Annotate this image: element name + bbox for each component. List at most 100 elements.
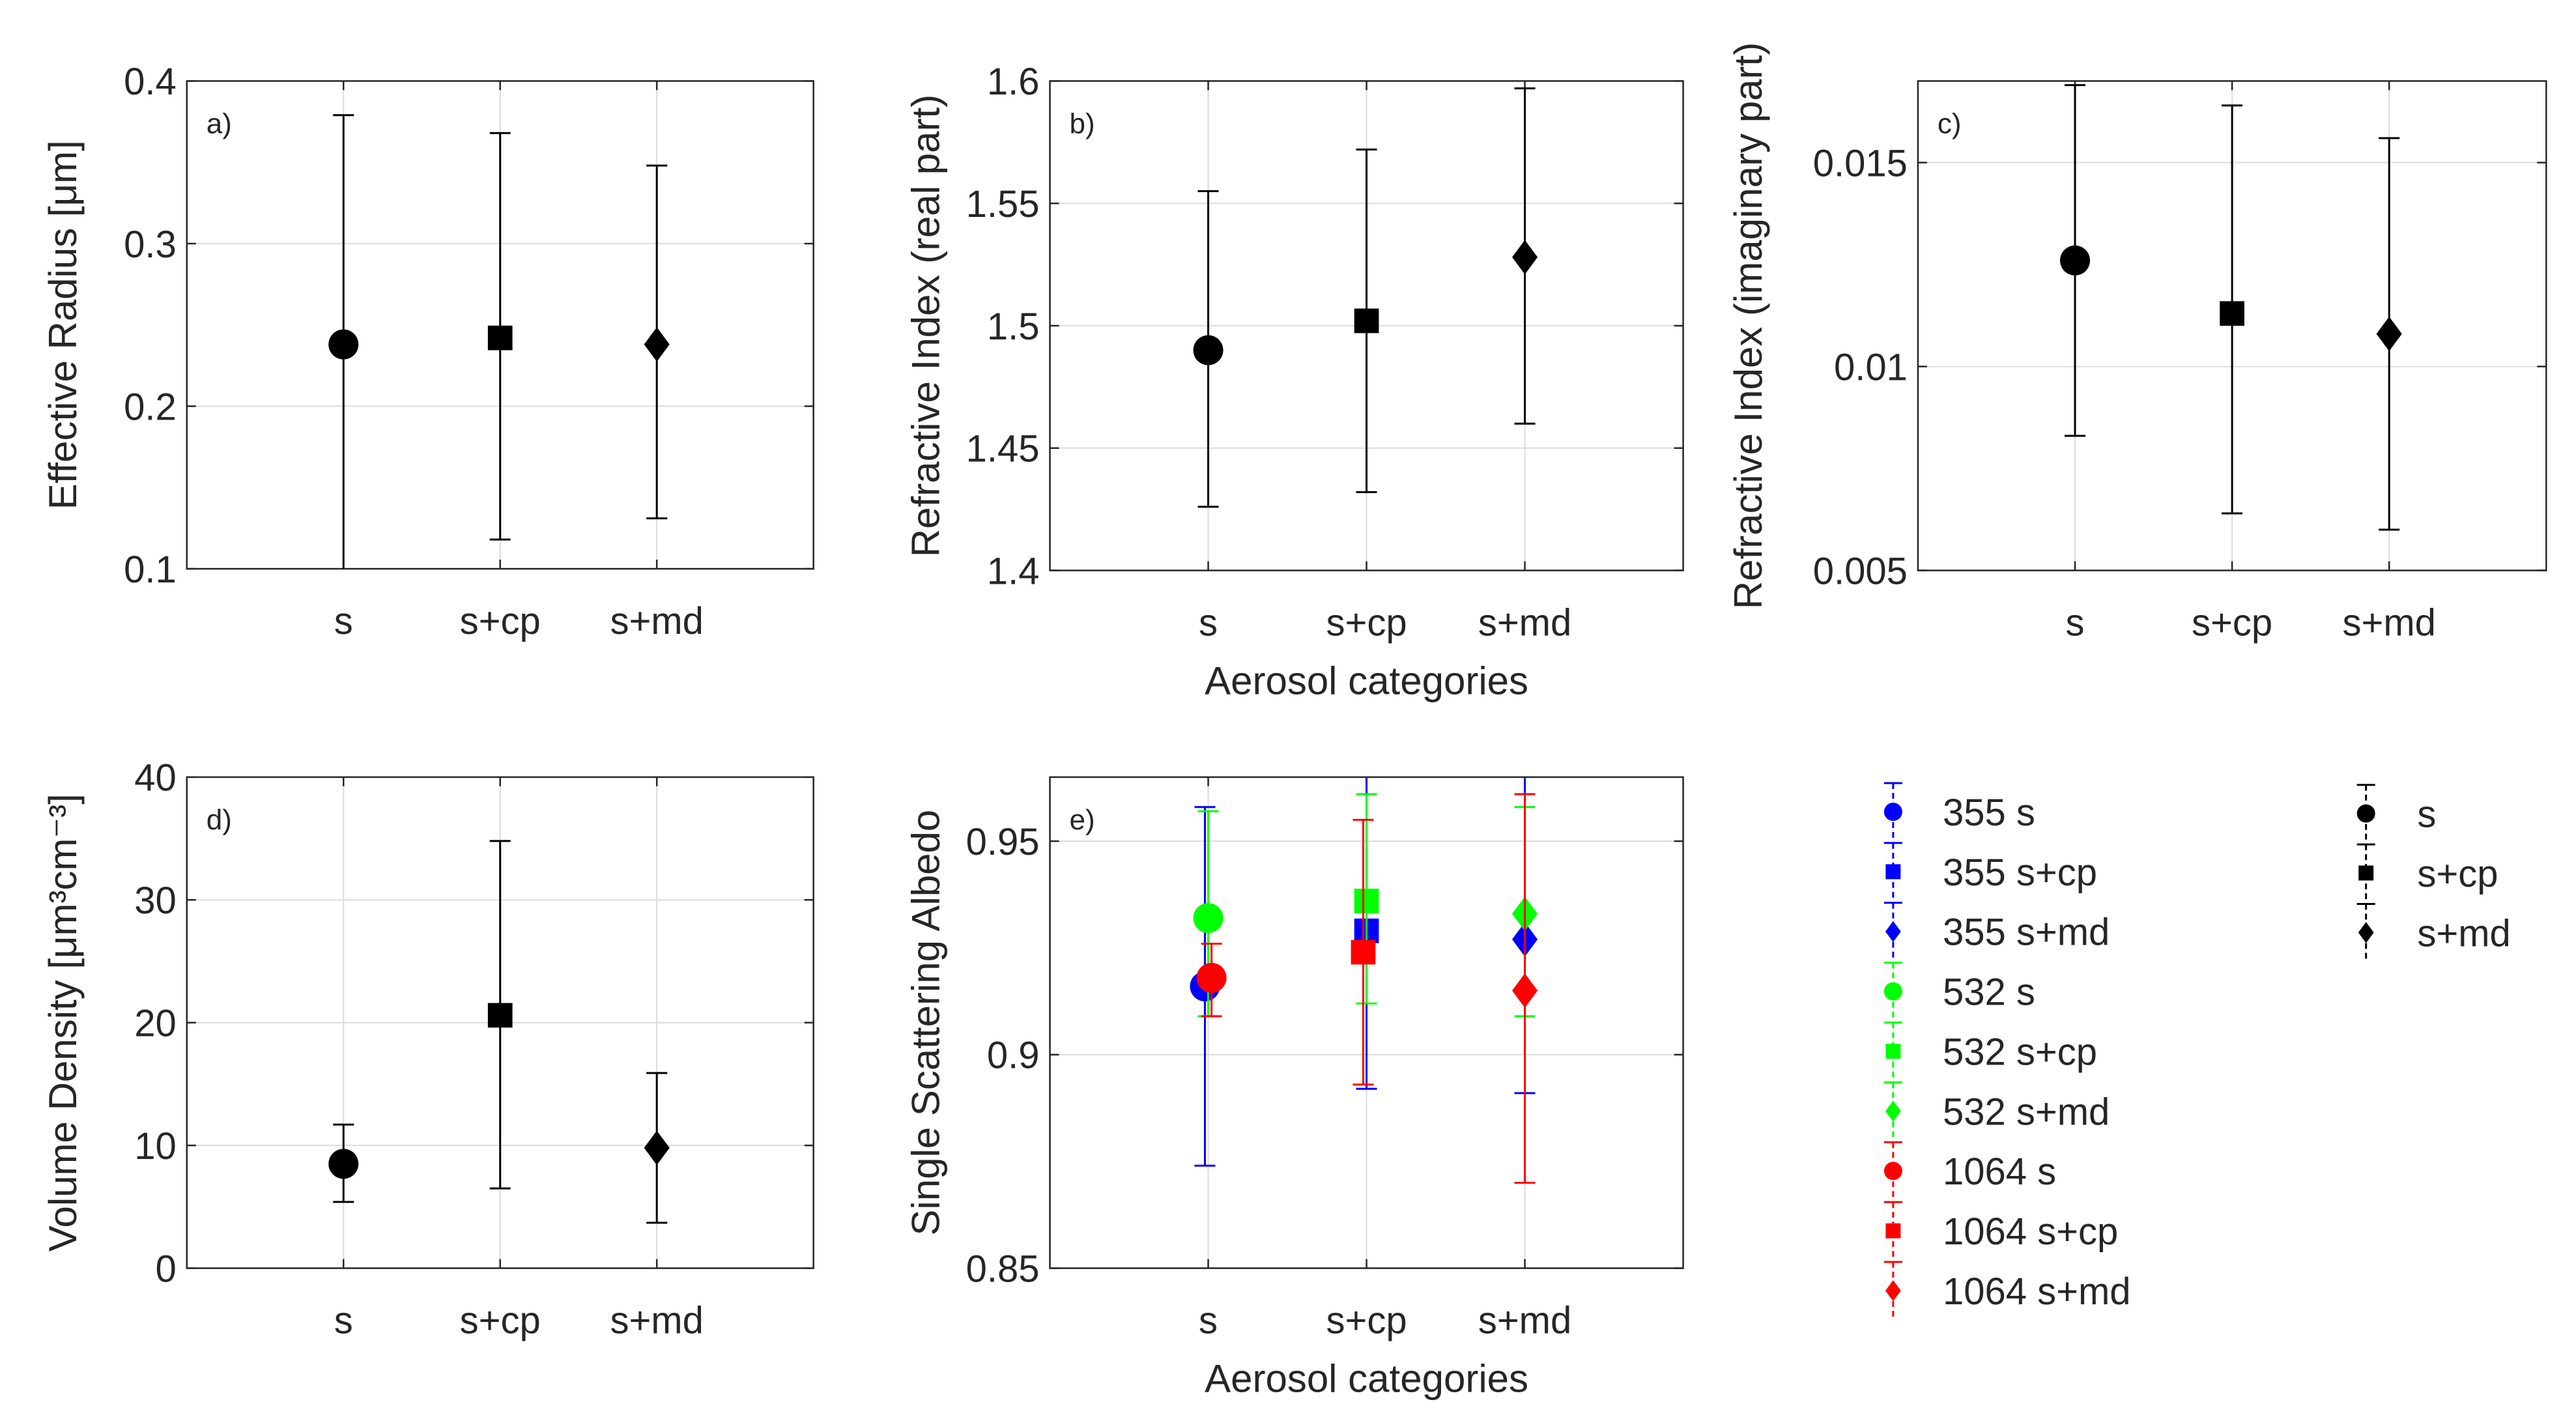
x-axis-label: Aerosol categories [1205, 659, 1528, 703]
legend-marker [1885, 1100, 1901, 1122]
x-tick-label: s+cp [460, 600, 541, 642]
y-tick-label: 0.005 [1813, 550, 1908, 592]
legend-label: 1064 s+md [1943, 1270, 2131, 1313]
x-tick-label: s [1199, 1300, 1218, 1342]
y-axis-label: Volume Density [μm³cm⁻³] [41, 794, 85, 1252]
x-tick-label: s [2066, 602, 2085, 644]
x-tick-label: s+cp [1326, 1300, 1407, 1342]
legend-marker [1885, 864, 1901, 880]
panel-e: 0.85 0.9 0.95 s s+cp s+md e) Single Scattering … [904, 776, 1684, 1401]
x-axis-label: Aerosol categories [1205, 1357, 1528, 1401]
data-point-all-s [2060, 245, 2091, 276]
y-tick-label: 0.9 [987, 1035, 1040, 1077]
x-tick-label: s+md [1478, 602, 1571, 644]
legend-label: 1064 s+cp [1943, 1210, 2118, 1253]
legend-label: 532 s [1943, 971, 2035, 1014]
legend-marker [1885, 1223, 1901, 1238]
legend-label: 532 s+md [1943, 1091, 2110, 1133]
data-point-all-s+md [644, 1130, 670, 1166]
data-layer [2060, 84, 2402, 531]
legend-label: 355 s+md [1943, 911, 2110, 954]
data-point-all-s+md [2376, 317, 2402, 351]
y-tick-label: 0.01 [1834, 346, 1908, 388]
data-point-all-s+md [644, 327, 670, 362]
x-tick-label: s [334, 600, 353, 642]
y-tick-label: 1.4 [987, 550, 1040, 592]
data-point-1064-s+cp [1351, 939, 1376, 965]
y-axis-label: Refractive Index (imaginary part) [1726, 42, 1770, 609]
panel-label: a) [207, 107, 232, 139]
y-tick-label: 0.3 [124, 223, 177, 266]
x-tick-label: s+md [1478, 1300, 1571, 1342]
legend-marker [1885, 1044, 1901, 1059]
data-point-all-s+cp [1354, 308, 1379, 334]
y-tick-label: 1.5 [987, 306, 1040, 348]
legend-marker [2356, 804, 2375, 823]
data-point-532-s [1193, 903, 1224, 934]
y-tick-label: 0.4 [124, 61, 177, 103]
y-tick-label: 1.6 [987, 61, 1040, 103]
legend-legend_black: s s+cp s+md [2356, 784, 2511, 962]
data-point-all-s+md [1511, 240, 1538, 275]
legend-marker [1883, 1162, 1902, 1181]
data-point-all-s+cp [2220, 301, 2244, 326]
y-tick-label: 20 [134, 1003, 177, 1045]
legend-label: s+cp [2417, 853, 2498, 895]
legend-legend_colored: 355 s 355 s+cp 355 s+md 532 s 532 s+cp 532 s+… [1883, 782, 2131, 1320]
data-point-all-s+cp [487, 325, 513, 351]
legend-marker [2358, 865, 2374, 881]
y-tick-label: 40 [134, 757, 177, 799]
panel-c: 0.005 0.01 0.015 s s+cp s+md c) Refractive Inde… [1726, 42, 2547, 644]
panel-b: 1.4 1.45 1.5 1.55 1.6 s s+cp s+md b) Refractive I… [904, 61, 1684, 703]
y-tick-label: 0.85 [966, 1248, 1040, 1290]
x-tick-label: s [1199, 602, 1218, 644]
legend-marker [1883, 982, 1902, 1001]
x-tick-label: s+md [2342, 602, 2435, 644]
legend-label: 355 s [1943, 792, 2035, 834]
panel-label: b) [1070, 107, 1095, 139]
data-point-all-s [328, 1149, 359, 1179]
y-axis-label: Single Scattering Albedo [904, 810, 948, 1236]
legend-marker [1885, 921, 1901, 942]
y-tick-label: 0.2 [124, 386, 177, 428]
x-tick-label: s+md [610, 1300, 703, 1342]
legend-label: 1064 s [1943, 1151, 2056, 1193]
data-point-all-s [328, 329, 359, 360]
legend-marker [1885, 1280, 1901, 1302]
data-point-532-s+cp [1354, 889, 1379, 913]
data-layer [1193, 87, 1538, 508]
y-tick-label: 1.55 [966, 183, 1040, 225]
x-tick-label: s+cp [460, 1300, 541, 1342]
panel-d: 0 10 20 30 40 s s+cp s+md d) Volume Density [μm³c… [41, 757, 814, 1342]
data-point-1064-s [1196, 962, 1227, 993]
panel-label: c) [1938, 107, 1962, 139]
x-tick-label: s [334, 1300, 353, 1342]
x-tick-label: s+md [610, 600, 703, 642]
y-tick-label: 10 [134, 1125, 177, 1167]
y-tick-label: 1.45 [966, 428, 1040, 470]
data-layer [328, 840, 670, 1224]
data-point-all-s+cp [487, 1003, 513, 1028]
legend-marker [2358, 922, 2374, 943]
legend-marker [1883, 803, 1902, 822]
data-point-1064-s+md [1511, 973, 1538, 1008]
y-tick-label: 30 [134, 880, 177, 922]
x-tick-label: s+cp [2192, 602, 2272, 644]
x-tick-label: s+cp [1326, 602, 1407, 644]
legend-label: 355 s+cp [1943, 852, 2097, 894]
legend-label: s+md [2417, 912, 2510, 954]
legend-label: s [2417, 794, 2436, 836]
y-axis-label: Refractive Index (real part) [904, 94, 948, 557]
panel-label: d) [207, 804, 232, 836]
panel-label: e) [1070, 804, 1095, 836]
data-layer [1190, 777, 1538, 1184]
panel-a: 0.1 0.2 0.3 0.4 s s+cp s+md a) Effective Radius … [41, 61, 814, 642]
y-tick-label: 0 [156, 1248, 177, 1290]
data-layer [328, 114, 670, 569]
y-axis-label: Effective Radius [μm] [41, 140, 85, 509]
y-tick-label: 0.1 [124, 549, 177, 591]
data-point-all-s [1193, 335, 1224, 365]
y-tick-label: 0.015 [1813, 142, 1908, 184]
y-tick-label: 0.95 [966, 821, 1040, 863]
